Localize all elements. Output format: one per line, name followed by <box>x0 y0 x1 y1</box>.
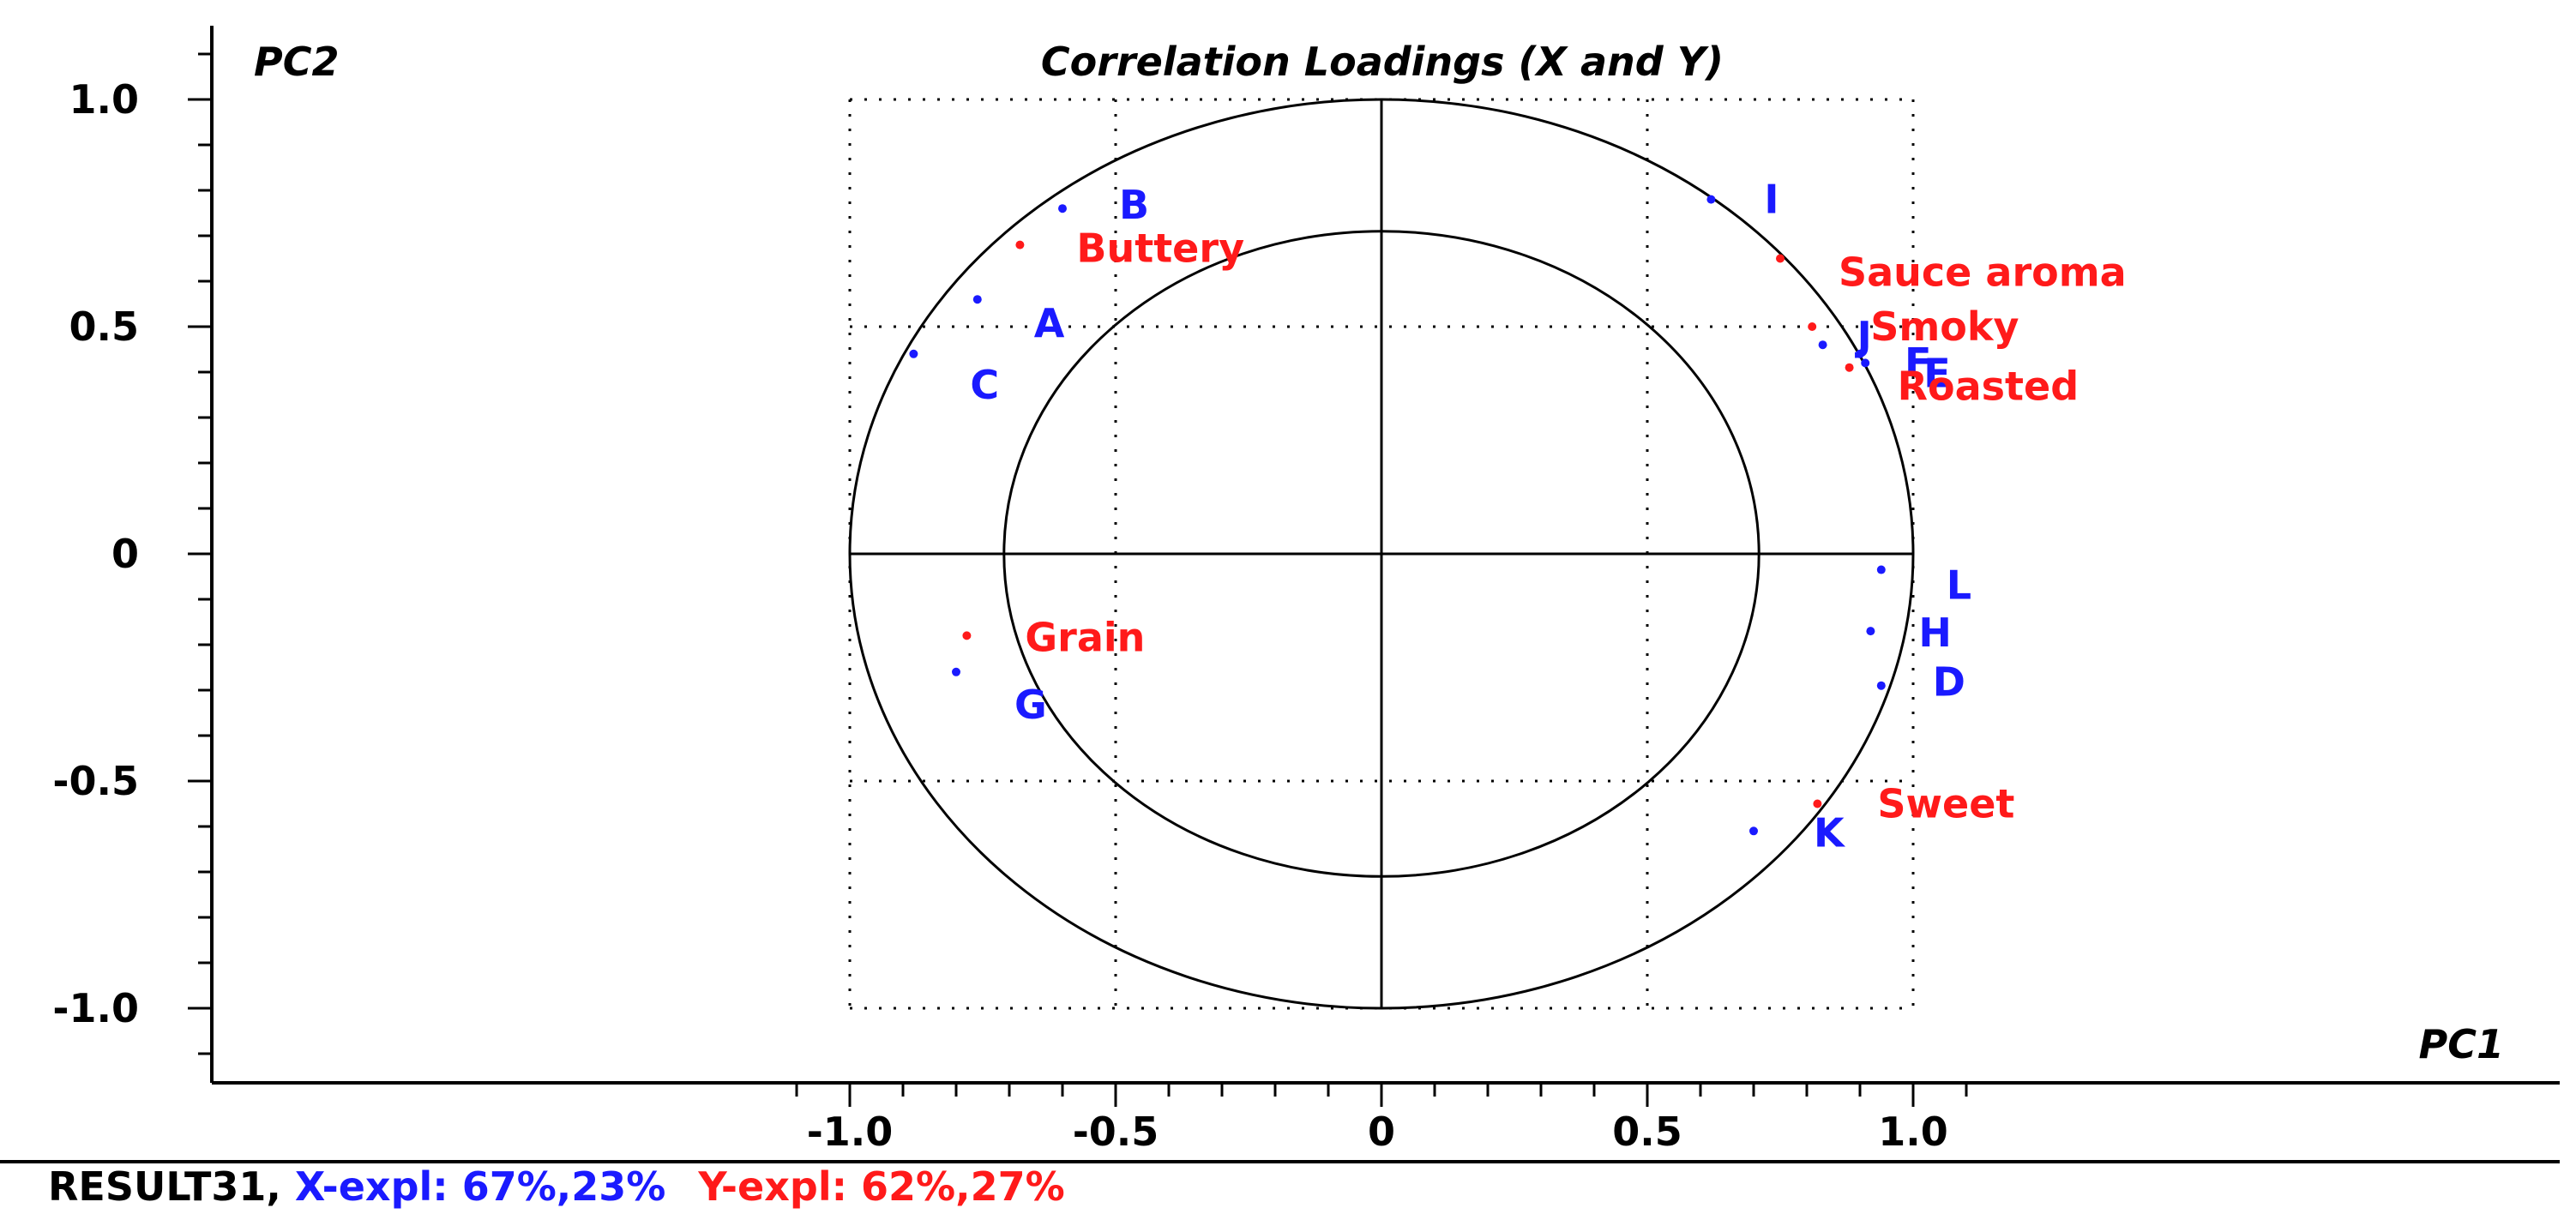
chart-title: Correlation Loadings (X and Y) <box>1041 39 1724 85</box>
point-marker-j <box>1818 340 1827 350</box>
point-marker-g <box>952 667 960 676</box>
point-label-c: C <box>970 362 999 408</box>
point-marker-d <box>1876 681 1886 690</box>
point-label-buttery: Buttery <box>1076 225 1244 272</box>
footer-x-expl: X-expl: 67%,23% <box>295 1163 665 1210</box>
footer-line: RESULT31, X-expl: 67%,23% Y-expl: 62%,27% <box>48 1163 1065 1210</box>
point-label-g: G <box>1014 682 1047 728</box>
x-tick-label: 1.0 <box>1878 1109 1948 1155</box>
y-tick-label: 0.5 <box>69 303 140 350</box>
y-tick-label: 0 <box>111 531 139 577</box>
y-tick-label: -1.0 <box>52 985 139 1031</box>
footer-separator: , <box>266 1163 280 1210</box>
point-marker-k <box>1749 826 1758 836</box>
point-label-j: J <box>1855 313 1872 359</box>
point-label-h: H <box>1918 610 1952 656</box>
point-label-b: B <box>1119 182 1149 228</box>
point-label-a: A <box>1034 300 1065 346</box>
point-marker-smoky <box>1808 322 1817 331</box>
point-marker-roasted <box>1845 363 1854 372</box>
axis-ticks: 1.0 0.5 0 -0.5 -1.0 -1.0 -0.5 0 0.5 1.0 <box>52 52 1968 1155</box>
data-points: A B C D EF G H I J K L Buttery Sauce aroma Smoky Roast… <box>909 177 2127 856</box>
y-axis-label: PC2 <box>254 39 339 85</box>
footer-y-expl: Y-expl: 62%,27% <box>697 1163 1064 1210</box>
point-marker-sweet <box>1813 799 1822 808</box>
point-label-sweet: Sweet <box>1877 781 2014 827</box>
point-marker-h <box>1866 627 1875 636</box>
point-label-roasted: Roasted <box>1898 364 2079 410</box>
x-tick-label: -0.5 <box>1073 1109 1159 1155</box>
point-label-d: D <box>1933 659 1965 706</box>
point-label-k: K <box>1814 809 1846 856</box>
point-label-smoky: Smoky <box>1870 303 2019 350</box>
point-marker-f <box>1856 349 1864 358</box>
point-marker-c <box>909 349 918 358</box>
point-label-l: L <box>1947 562 1971 609</box>
x-axis-label: PC1 <box>2419 1021 2504 1067</box>
point-marker-buttery <box>1015 240 1025 249</box>
point-label-i: I <box>1764 177 1779 223</box>
origin-axes <box>850 99 1913 1008</box>
x-tick-label: -1.0 <box>807 1109 894 1155</box>
point-marker-i <box>1706 195 1716 204</box>
point-label-grain: Grain <box>1025 614 1145 660</box>
point-marker-b <box>1058 204 1067 213</box>
point-marker-sauce-aroma <box>1776 254 1785 263</box>
point-label-e: E <box>1923 350 1950 396</box>
point-marker-e <box>1861 358 1870 368</box>
y-tick-label: -0.5 <box>52 758 139 804</box>
point-label-f: F <box>1905 340 1931 386</box>
point-label-sauce-aroma: Sauce aroma <box>1839 249 2127 296</box>
y-tick-label: 1.0 <box>69 76 140 123</box>
point-marker-l <box>1876 565 1886 574</box>
x-tick-label: 0.5 <box>1612 1109 1682 1155</box>
footer-result: RESULT31 <box>48 1163 266 1210</box>
point-marker-grain <box>962 631 972 640</box>
point-marker-a <box>972 295 982 304</box>
x-tick-label: 0 <box>1368 1109 1395 1155</box>
